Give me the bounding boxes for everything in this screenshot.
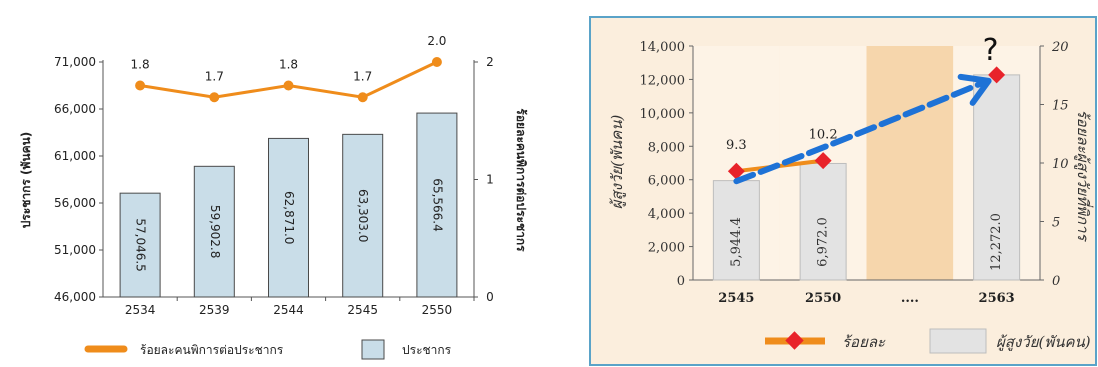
trend-arrow-head bbox=[957, 73, 992, 106]
percentage-marker bbox=[814, 152, 832, 170]
right-chart: 0 2,000 4,000 6,000 8,000 10,000 12,000 14,000 0… bbox=[589, 16, 1097, 366]
y-axis-title: ผู้สูงวัย(พันคน) bbox=[608, 115, 626, 210]
x-tick-label: 2544 bbox=[273, 303, 304, 317]
y2-tick-label: 1 bbox=[486, 173, 494, 187]
y2-axis-title: ร้อยละคนพิการต่อประชากร bbox=[514, 108, 528, 252]
bar-value-label: 59,902.8 bbox=[208, 205, 222, 258]
y-axis-title: ประชากร (พันคน) bbox=[19, 132, 33, 229]
y-tick-label: 46,000 bbox=[54, 290, 96, 304]
y-tick-label: 66,000 bbox=[54, 102, 96, 116]
population-bar bbox=[416, 112, 458, 298]
percentage-value-label: 10.2 bbox=[809, 128, 838, 143]
rate-value-label: 1.7 bbox=[205, 69, 224, 83]
category-band bbox=[866, 46, 954, 280]
percentage-value-label: 9.3 bbox=[726, 138, 747, 153]
y-tick-label: 71,000 bbox=[54, 55, 96, 69]
y2-tick-label: 5 bbox=[1052, 216, 1060, 231]
y2-tick-label: 0 bbox=[486, 290, 494, 304]
rate-point bbox=[209, 92, 220, 103]
y-tick-label: 4,000 bbox=[648, 207, 685, 222]
population-bar bbox=[119, 192, 161, 298]
x-tick-label: 2550 bbox=[422, 303, 453, 317]
legend-marker-swatch bbox=[785, 331, 804, 350]
elderly-bar bbox=[712, 180, 760, 281]
projection-marker bbox=[988, 66, 1006, 84]
bar-value-label: 57,046.5 bbox=[134, 218, 148, 271]
y-tick-label: 61,000 bbox=[54, 149, 96, 163]
y-tick-label: 51,000 bbox=[54, 243, 96, 257]
population-bar bbox=[268, 137, 309, 298]
bar-value-label: 5,944.4 bbox=[729, 217, 744, 267]
y2-tick-label: 10 bbox=[1052, 157, 1069, 172]
x-tick-label: 2539 bbox=[199, 303, 230, 317]
x-tick-label: 2563 bbox=[979, 291, 1015, 306]
legend-bar-label: ประชากร bbox=[402, 343, 452, 357]
x-tick-label: 2545 bbox=[718, 291, 754, 306]
bar-value-label: 12,272.0 bbox=[989, 213, 1004, 271]
left-chart: 46,000 51,000 56,000 61,000 66,000 71,000 0 1 2 2… bbox=[19, 34, 528, 360]
trend-arrow-line bbox=[733, 79, 986, 185]
rate-point bbox=[357, 92, 368, 103]
projection-question-label: ? bbox=[983, 33, 999, 68]
percentage-marker bbox=[727, 162, 745, 180]
bar-value-label: 63,303.0 bbox=[356, 189, 370, 242]
bar-value-label: 62,871.0 bbox=[282, 191, 296, 244]
y-tick-label: 0 bbox=[677, 274, 685, 289]
y2-axis-title: ร้อยละผู้สูงวัยที่พิการ bbox=[1074, 110, 1094, 243]
rate-value-label: 2.0 bbox=[427, 34, 446, 48]
rate-point bbox=[283, 80, 294, 91]
y2-tick-label: 0 bbox=[1052, 274, 1060, 289]
y-tick-label: 56,000 bbox=[54, 196, 96, 210]
rate-point bbox=[431, 57, 442, 67]
y-tick-label: 12,000 bbox=[640, 73, 686, 88]
bar-value-label: 65,566.4 bbox=[430, 178, 444, 231]
x-tick-label: .... bbox=[901, 291, 919, 306]
population-bar bbox=[342, 133, 384, 298]
rate-point bbox=[135, 80, 146, 91]
legend-line-label: ร้อยละ bbox=[842, 333, 886, 351]
y2-tick-label: 15 bbox=[1052, 99, 1069, 114]
rate-value-label: 1.7 bbox=[353, 69, 372, 83]
y-tick-label: 6,000 bbox=[648, 174, 685, 189]
y-tick-label: 14,000 bbox=[640, 40, 686, 55]
x-tick-label: 2534 bbox=[125, 303, 156, 317]
legend-bar-swatch bbox=[929, 328, 987, 354]
y2-tick-label: 20 bbox=[1051, 40, 1069, 55]
x-tick-label: 2545 bbox=[347, 303, 378, 317]
legend-bar-label: ผู้สูงวัย(พันคน) bbox=[996, 333, 1091, 351]
population-bar bbox=[193, 165, 235, 298]
y-tick-label: 2,000 bbox=[648, 241, 685, 256]
rate-value-label: 1.8 bbox=[279, 58, 298, 72]
elderly-bar bbox=[799, 162, 847, 281]
rate-value-label: 1.8 bbox=[131, 58, 150, 72]
elderly-bar bbox=[973, 74, 1021, 281]
y-tick-label: 10,000 bbox=[640, 107, 686, 122]
y-tick-label: 8,000 bbox=[648, 140, 685, 155]
legend-line-label: ร้อยละคนพิการต่อประชากร bbox=[140, 343, 284, 357]
bar-value-label: 6,972.0 bbox=[816, 217, 831, 267]
x-tick-label: 2550 bbox=[805, 291, 841, 306]
y2-tick-label: 2 bbox=[486, 55, 494, 69]
legend-bar-swatch bbox=[361, 339, 385, 360]
